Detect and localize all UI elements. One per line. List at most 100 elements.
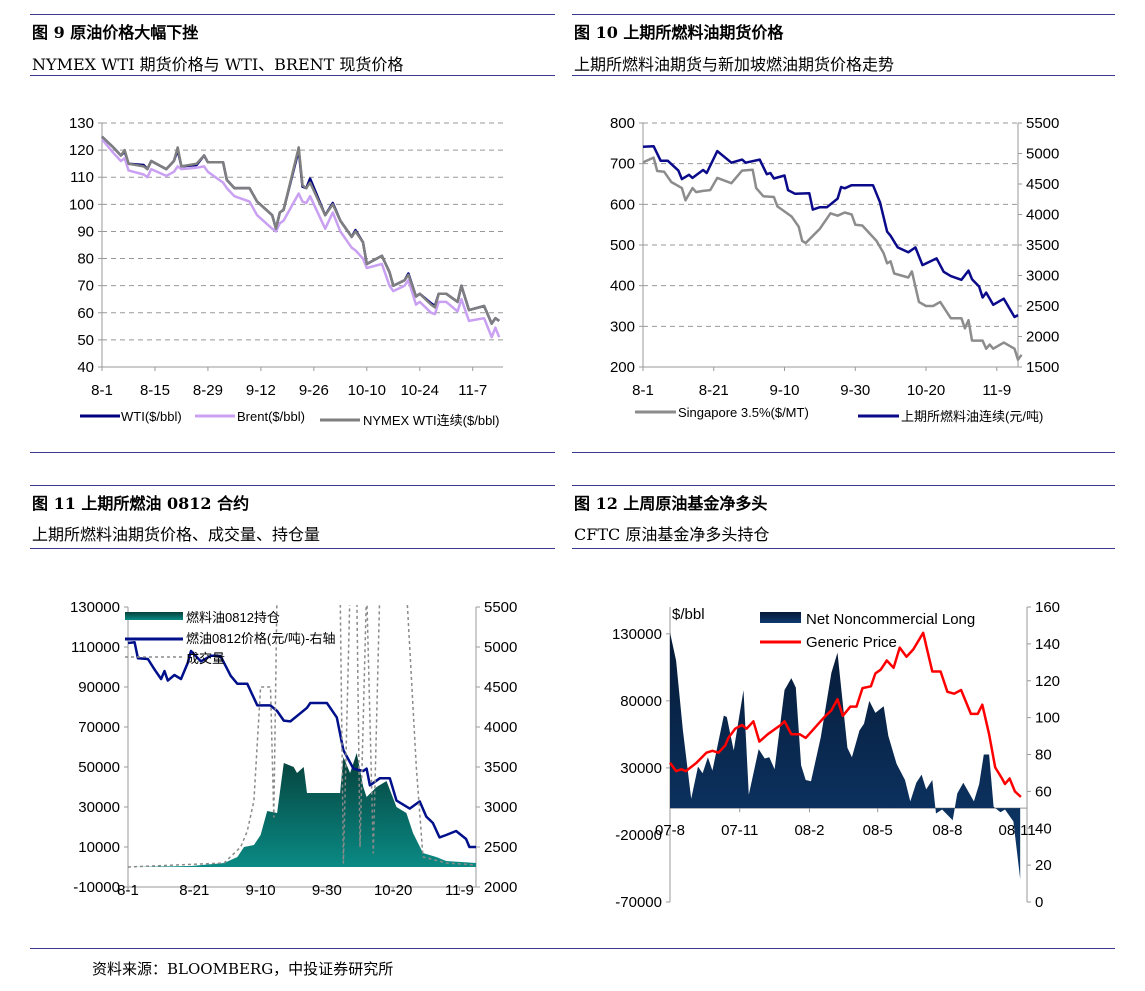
line-series-3 xyxy=(128,605,477,868)
x-tick-label: 11-7 xyxy=(458,382,487,399)
figure-9-subtitle: NYMEX WTI 期货价格与 WTI、BRENT 现货价格 xyxy=(32,55,404,74)
figure-12-title: 图 12 上周原油基金净多头 xyxy=(574,494,768,513)
x-tick-label: 11-9 xyxy=(445,882,474,899)
y2-tick-label: 5500 xyxy=(484,599,517,616)
legend-swatch xyxy=(125,612,183,620)
divider xyxy=(30,548,555,549)
figure-10-subtitle: 上期所燃料油期货与新加坡燃油期货价格走势 xyxy=(574,55,895,74)
y2-tick-label: 3500 xyxy=(484,759,517,776)
x-tick-label: 8-21 xyxy=(179,882,209,899)
legend-swatch xyxy=(760,612,801,623)
figure-9-title: 图 9 原油价格大幅下挫 xyxy=(32,23,199,42)
line-series-1 xyxy=(642,156,1023,361)
y-tick-label: 300 xyxy=(610,318,635,335)
y2-tick-label: 160 xyxy=(1035,599,1060,616)
x-tick-label: 8-1 xyxy=(91,382,113,399)
source-note: 资料来源：BLOOMBERG，中投证券研究所 xyxy=(92,960,394,978)
legends: WTI($/bbl) Brent($/bbl) NYMEX WTI连续($/bbl)… xyxy=(80,405,1043,666)
y-tick-label: 50000 xyxy=(78,759,120,776)
divider xyxy=(572,14,1115,15)
x-tick-label: 08-5 xyxy=(863,822,893,839)
legend-label: 燃料油0812持仓 xyxy=(186,610,280,625)
y2-tick-label: 5000 xyxy=(1026,146,1059,163)
line-series-2 xyxy=(101,138,501,339)
x-tick-label: 9-12 xyxy=(246,382,276,399)
divider xyxy=(572,548,1115,549)
y2-tick-label: 4500 xyxy=(1026,176,1059,193)
divider xyxy=(30,75,555,76)
y2-tick-label: 0 xyxy=(1035,894,1043,911)
x-tick-label: 9-26 xyxy=(299,382,329,399)
y-tick-label: 130000 xyxy=(70,599,120,616)
y-tick-label: -20000 xyxy=(615,827,662,844)
divider xyxy=(30,452,555,453)
y-tick-label: 600 xyxy=(610,196,635,213)
x-tick-label: 8-29 xyxy=(193,382,223,399)
y-tick-label: 110000 xyxy=(71,639,120,656)
chart-4: -70000 -20000 30000 80000 130000 0 20 40 60 80 100… xyxy=(612,599,1060,911)
y-tick-label: 800 xyxy=(610,115,635,132)
x-tick-label: 8-15 xyxy=(140,382,170,399)
y-tick-label: 80000 xyxy=(620,693,662,710)
y2-tick-label: 5000 xyxy=(484,639,517,656)
divider xyxy=(30,948,1115,949)
line-series-2 xyxy=(127,640,476,849)
x-tick-label: 9-10 xyxy=(769,382,799,399)
y-tick-label: 10000 xyxy=(78,839,120,856)
x-tick-label: 10-24 xyxy=(401,382,439,399)
legend-label: 上期所燃料油连续(元/吨) xyxy=(901,409,1043,424)
y2-tick-label: 3500 xyxy=(1026,237,1059,254)
y2-tick-label: 1500 xyxy=(1026,359,1059,376)
x-tick-label: 11-9 xyxy=(982,382,1011,399)
y-tick-label: 90000 xyxy=(78,679,120,696)
y-axis-label: $/bbl xyxy=(672,606,705,623)
y-tick-label: 90 xyxy=(77,223,94,240)
divider xyxy=(572,75,1115,76)
y-tick-label: 130000 xyxy=(612,626,662,643)
figure-11-title: 图 11 上期所燃油 0812 合约 xyxy=(32,494,250,513)
x-tick-label: 9-10 xyxy=(246,882,276,899)
y-tick-label: 50 xyxy=(77,332,94,349)
x-tick-label: 8-1 xyxy=(117,882,139,899)
chart-2: 200 300 400 500 600 700 800 1500 2000 2500 3000 350… xyxy=(610,115,1059,399)
legend-label: Generic Price xyxy=(806,634,897,651)
x-tick-label: 08-8 xyxy=(932,822,962,839)
y-tick-label: 80 xyxy=(77,251,94,268)
figure-10-title: 图 10 上期所燃料油期货价格 xyxy=(574,23,784,42)
figure-12-subtitle: CFTC 原油基金净多头持仓 xyxy=(574,525,770,544)
x-tick-label: 9-30 xyxy=(840,382,870,399)
legend-label: 燃油0812价格(元/吨)-右轴 xyxy=(186,631,336,646)
y-tick-label: -10000 xyxy=(73,879,120,896)
x-tick-label: 10-20 xyxy=(907,382,945,399)
legend-label: WTI($/bbl) xyxy=(121,409,182,424)
y2-tick-label: 2500 xyxy=(1026,298,1059,315)
divider xyxy=(30,485,555,486)
y-tick-label: 110 xyxy=(70,169,94,186)
y2-tick-label: 2000 xyxy=(1026,329,1059,346)
y-tick-label: 120 xyxy=(69,142,94,159)
y2-tick-label: 140 xyxy=(1035,636,1060,653)
y2-tick-label: 100 xyxy=(1035,710,1060,727)
y2-tick-label: 20 xyxy=(1035,857,1052,874)
y-tick-label: 400 xyxy=(610,278,635,295)
y-tick-label: 70 xyxy=(77,278,94,295)
line-series-3 xyxy=(101,135,500,325)
x-tick-label: 8-21 xyxy=(699,382,729,399)
y-tick-label: 30000 xyxy=(78,799,120,816)
y-tick-label: -70000 xyxy=(615,894,662,911)
y-tick-label: 30000 xyxy=(620,760,662,777)
divider xyxy=(30,14,555,15)
line-series-2 xyxy=(668,631,1022,798)
x-tick-label: 07-8 xyxy=(655,822,685,839)
y2-tick-label: 2500 xyxy=(484,839,517,856)
y-tick-label: 100 xyxy=(69,196,94,213)
y2-tick-label: 5500 xyxy=(1026,115,1059,132)
divider xyxy=(572,485,1115,486)
divider xyxy=(572,452,1115,453)
y-tick-label: 130 xyxy=(69,115,94,132)
x-tick-label: 07-11 xyxy=(721,822,758,839)
y2-tick-label: 2000 xyxy=(484,879,517,896)
legend-label: 成交量 xyxy=(186,651,225,666)
